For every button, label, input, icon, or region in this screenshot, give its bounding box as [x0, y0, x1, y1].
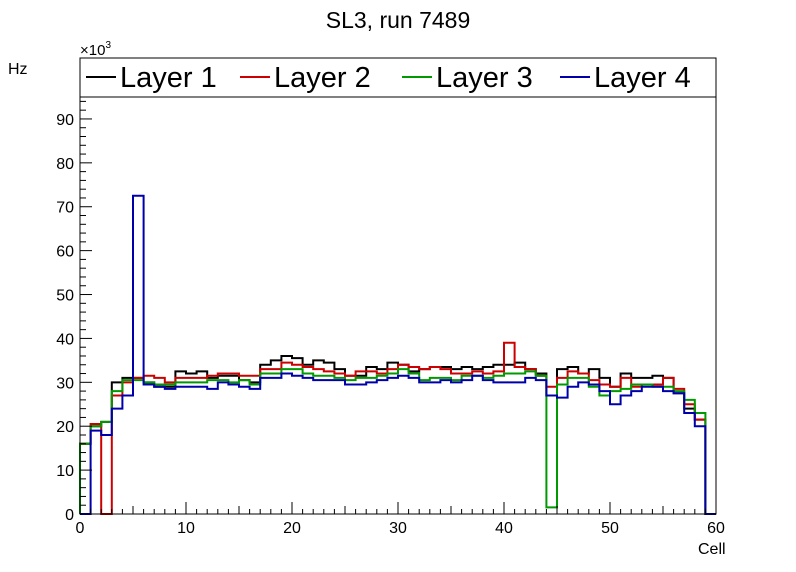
legend-label-3: Layer 3 — [436, 62, 533, 94]
y-tick-label: 30 — [56, 375, 74, 392]
legend-label-1: Layer 1 — [120, 62, 217, 94]
x-axis-label: Cell — [698, 541, 726, 558]
y-tick-label: 90 — [56, 112, 74, 129]
legend-label-2: Layer 2 — [274, 62, 371, 94]
series-line-1 — [79, 354, 716, 515]
x-tick-label: 20 — [283, 520, 301, 537]
y-tick-label: 10 — [56, 463, 74, 480]
series-line-2 — [79, 341, 716, 515]
y-axis-label: Hz — [8, 61, 28, 78]
y-tick-label: 40 — [56, 331, 74, 348]
y-multiplier-exponent: 3 — [105, 40, 111, 51]
legend-label-4: Layer 4 — [594, 62, 691, 94]
x-tick-label: 50 — [601, 520, 619, 537]
x-tick-label: 0 — [76, 520, 85, 537]
y-tick-label: 80 — [56, 156, 74, 173]
x-tick-label: 10 — [177, 520, 195, 537]
y-tick-label: 50 — [56, 288, 74, 305]
y-tick-label: 0 — [65, 507, 74, 524]
y-tick-label: 60 — [56, 244, 74, 261]
legend: Layer 1 Layer 2 Layer 3 Layer 4 — [79, 57, 717, 98]
series-group — [79, 194, 716, 515]
axes-group: 0 10 20 30 40 50 60 0 10 20 30 40 50 60 70 80 90 — [56, 96, 725, 537]
x-tick-label: 60 — [707, 520, 725, 537]
y-axis-multiplier: ×103 — [80, 40, 111, 59]
x-tick-label: 40 — [495, 520, 513, 537]
x-tick-label: 30 — [389, 520, 407, 537]
y-tick-label: 70 — [56, 200, 74, 217]
y-tick-label: 20 — [56, 419, 74, 436]
legend-box — [79, 57, 717, 98]
series-line-4 — [80, 194, 716, 515]
y-multiplier-base: ×10 — [80, 42, 105, 59]
chart-title: SL3, run 7489 — [326, 7, 471, 33]
